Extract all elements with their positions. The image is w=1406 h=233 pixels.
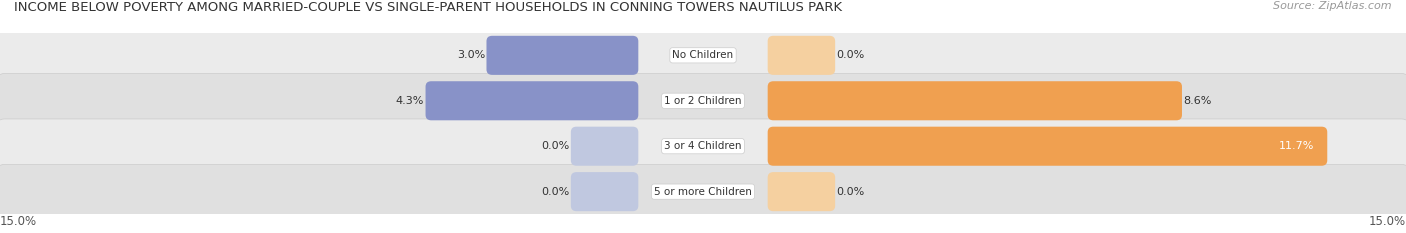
- Text: Source: ZipAtlas.com: Source: ZipAtlas.com: [1274, 1, 1392, 11]
- Text: 11.7%: 11.7%: [1279, 141, 1315, 151]
- FancyBboxPatch shape: [768, 36, 835, 75]
- Text: 0.0%: 0.0%: [837, 50, 865, 60]
- Text: No Children: No Children: [672, 50, 734, 60]
- Text: 8.6%: 8.6%: [1184, 96, 1212, 106]
- Text: 3.0%: 3.0%: [457, 50, 485, 60]
- Text: 0.0%: 0.0%: [541, 187, 569, 197]
- FancyBboxPatch shape: [0, 28, 1406, 83]
- FancyBboxPatch shape: [0, 119, 1406, 173]
- Text: 4.3%: 4.3%: [395, 96, 425, 106]
- FancyBboxPatch shape: [571, 172, 638, 211]
- FancyBboxPatch shape: [571, 127, 638, 166]
- FancyBboxPatch shape: [768, 81, 1182, 120]
- FancyBboxPatch shape: [768, 172, 835, 211]
- FancyBboxPatch shape: [426, 81, 638, 120]
- FancyBboxPatch shape: [768, 127, 1327, 166]
- FancyBboxPatch shape: [0, 164, 1406, 219]
- FancyBboxPatch shape: [0, 73, 1406, 128]
- Text: 15.0%: 15.0%: [1369, 215, 1406, 228]
- Text: 0.0%: 0.0%: [541, 141, 569, 151]
- Text: 3 or 4 Children: 3 or 4 Children: [664, 141, 742, 151]
- Text: 5 or more Children: 5 or more Children: [654, 187, 752, 197]
- Text: 1 or 2 Children: 1 or 2 Children: [664, 96, 742, 106]
- Text: 15.0%: 15.0%: [0, 215, 37, 228]
- Text: 0.0%: 0.0%: [837, 187, 865, 197]
- FancyBboxPatch shape: [486, 36, 638, 75]
- Text: INCOME BELOW POVERTY AMONG MARRIED-COUPLE VS SINGLE-PARENT HOUSEHOLDS IN CONNING: INCOME BELOW POVERTY AMONG MARRIED-COUPL…: [14, 1, 842, 14]
